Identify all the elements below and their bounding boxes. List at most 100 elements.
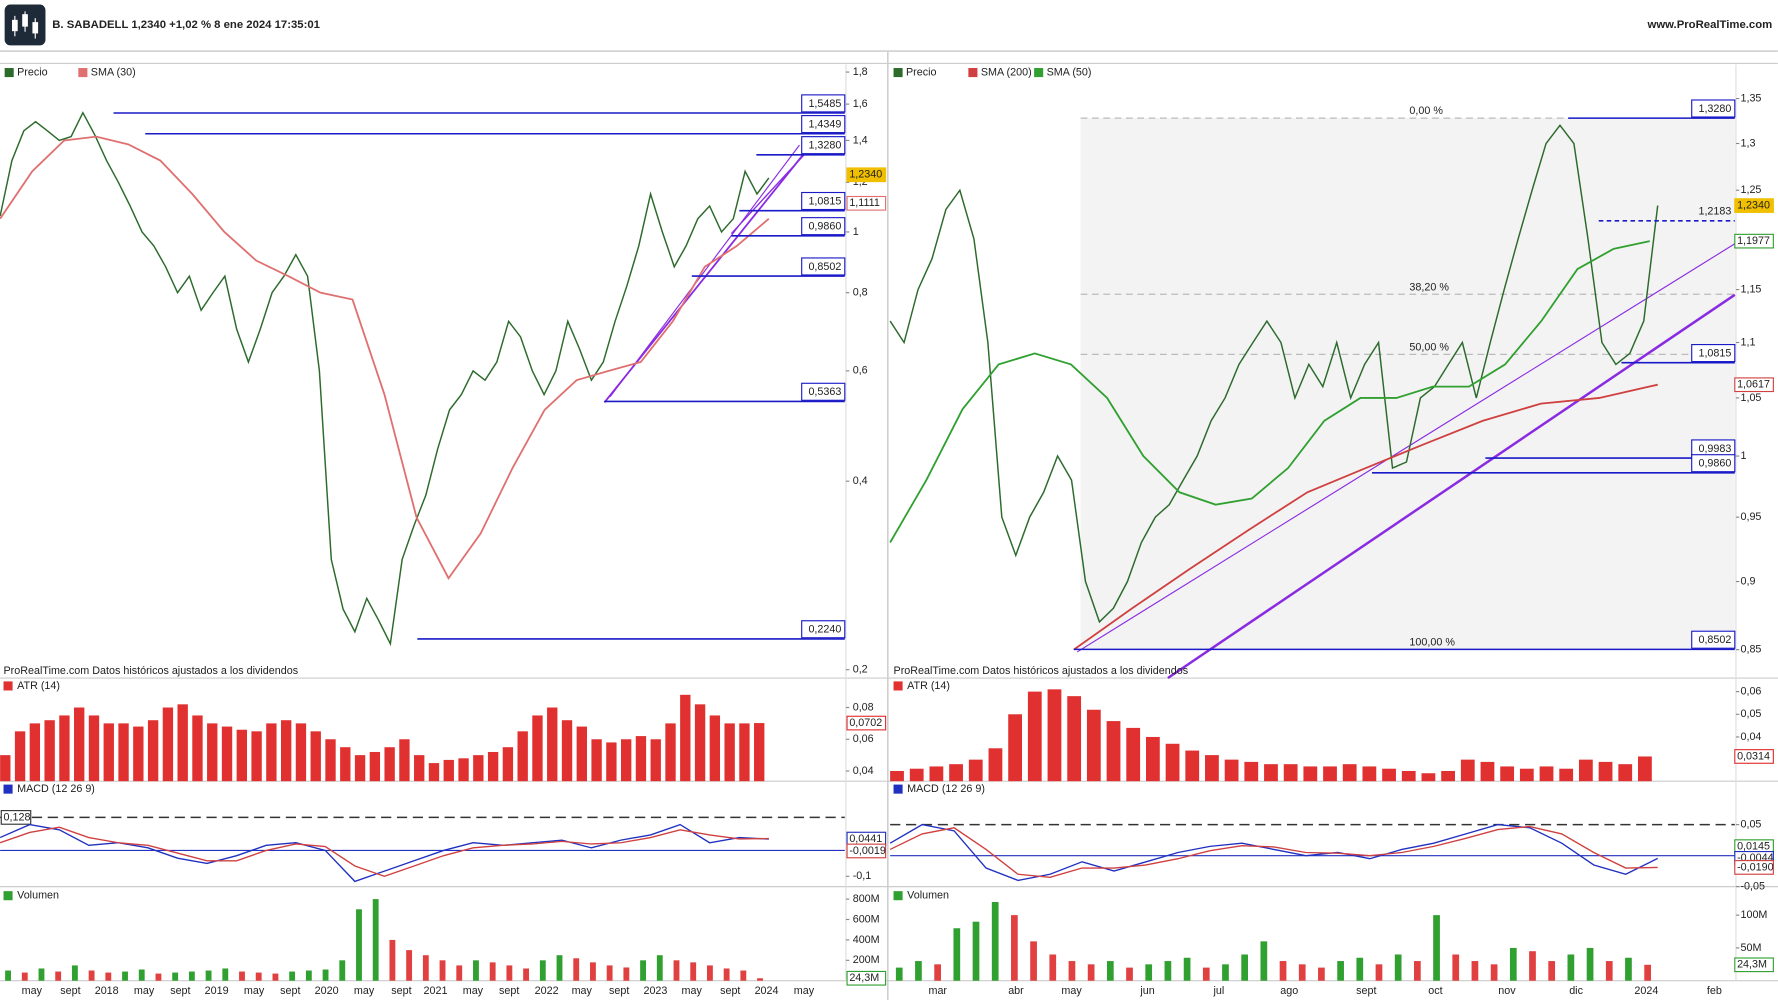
legend-swatch [4,68,14,78]
volume-bar [590,962,596,981]
atr-bar [1323,766,1337,782]
level-label: 0,5363 [808,386,841,398]
indicator-swatch [893,681,903,691]
y-tick-label: 0,06 [853,733,874,745]
atr-bar [635,736,647,782]
volume-bar [122,971,128,981]
last-value-label: -0,0190 [1737,861,1774,873]
volume-bar [991,902,999,981]
site-name: www.ProRealTime.com [1647,19,1773,31]
y-tick-label: 1,3 [1740,137,1755,149]
volume-bar [972,921,980,981]
volume-bar [473,960,479,981]
atr-bar [251,731,262,782]
volume-bar [255,972,262,981]
atr-bar [280,720,292,782]
legend-swatch [893,68,903,78]
atr-bar [1578,759,1593,782]
volume-bar [1049,954,1057,981]
level-label: 0,9860 [1698,458,1731,470]
atr-bar [1224,759,1239,782]
atr-bar [561,720,573,782]
y-tick-label: 100M [1740,909,1767,921]
volume-bar [1509,947,1517,981]
volume-bar [953,928,961,981]
legend-swatch [78,68,88,78]
level-label: 1,3280 [808,140,841,152]
x-tick-label: mar [928,985,947,997]
atr-bar [1618,764,1633,782]
y-tick-label: 50M [1740,942,1761,954]
volume-bar [1471,961,1479,981]
volume-bar [71,965,78,981]
volume-bar [1106,961,1114,981]
fib-label: 0,00 % [1409,105,1443,117]
atr-bar [44,720,55,782]
x-tick-label: 2022 [535,985,559,997]
volume-bar [21,972,28,981]
atr-bar [591,739,602,782]
x-tick-label: may [1061,985,1082,997]
indicator-name: Volumen [17,890,59,902]
volume-bar [1337,961,1344,981]
atr-bar [207,723,218,782]
atr-bar [295,723,307,782]
last-value-box [846,970,887,986]
y-tick-label: -0,1 [853,870,872,882]
level-box [801,191,846,211]
level-label: 1,2183 [1698,206,1731,218]
volume-bar [222,968,229,981]
watermark: ProRealTime.com Datos históricos ajustad… [4,665,299,677]
volume-bar [55,971,62,981]
atr-bar [29,723,41,782]
x-tick-label: feb [1707,985,1722,997]
atr-bar [1086,709,1101,782]
volume-bar [422,955,429,981]
atr-bar [680,694,691,782]
volume-bar [573,958,580,981]
atr-bar [1342,764,1357,782]
x-tick-label: sept [391,985,411,997]
indicator-swatch [3,681,13,691]
fib-label: 50,00 % [1409,341,1449,353]
level-label: 0,8502 [1698,634,1731,646]
x-tick-label: oct [1428,985,1442,997]
x-tick-label: ago [1280,985,1298,997]
atr-bar [1441,770,1455,782]
last-value-label: 24,3M [1737,959,1767,971]
atr-bar [1638,756,1652,782]
y-tick-label: 400M [853,934,880,946]
volume-bar [539,960,546,981]
atr-bar [949,764,963,782]
atr-bar [14,731,26,782]
x-tick-label: sept [280,985,300,997]
volume-bar [1452,954,1460,981]
atr-bar [1303,766,1318,782]
trend-line [603,144,812,404]
volume-bar [272,973,279,981]
level-box [801,94,846,113]
indicator-swatch [893,891,903,901]
watermark: ProRealTime.com Datos históricos ajustad… [894,665,1189,677]
atr-bar [133,726,144,782]
trend-line [609,144,800,398]
volume-bar [1068,961,1076,981]
atr-bar [1244,761,1259,782]
level-box [801,217,846,236]
volume-bar [1625,957,1632,981]
last-value-label: 24,3M [849,972,879,984]
level-box [1691,344,1736,363]
atr-bar [310,731,321,782]
last-value-label: 1,1977 [1737,235,1770,247]
y-tick-label: 1,15 [1740,283,1761,295]
indicator-name: ATR (14) [907,680,950,692]
y-tick-label: 1 [1740,450,1746,462]
volume-bar [88,970,95,981]
macd-signal [0,826,769,878]
indicator-name: Volumen [907,890,949,902]
volume-bar [339,960,346,981]
volume-bar [623,967,630,981]
y-tick-label: 1,25 [1740,184,1761,196]
level-label: 1,3280 [1698,103,1731,115]
